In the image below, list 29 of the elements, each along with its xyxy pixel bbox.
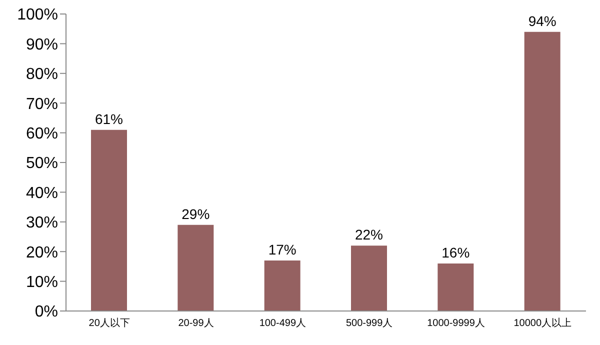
y-tick-label: 40% <box>26 184 58 202</box>
data-label: 61% <box>94 110 124 127</box>
y-tick-label: 30% <box>26 214 58 232</box>
x-tick-label: 100-499人 <box>259 318 306 330</box>
y-tick-label: 80% <box>26 66 58 84</box>
x-tick-label: 1000-9999人 <box>427 318 485 330</box>
x-tick-label: 500-999人 <box>346 318 393 330</box>
y-tick-label: 20% <box>26 244 58 262</box>
x-tick-label: 20-99人 <box>178 318 214 330</box>
bar <box>351 246 387 311</box>
y-tick-label: 60% <box>26 125 58 142</box>
bar <box>178 224 214 311</box>
x-tick-label: 20人以下 <box>88 317 130 330</box>
data-label: 94% <box>528 12 556 29</box>
y-tick-label: 0% <box>34 304 58 321</box>
data-label: 16% <box>442 244 470 260</box>
x-tick-label: 10000人以上 <box>514 317 572 330</box>
y-tick-label: 90% <box>26 36 58 54</box>
bar <box>91 130 127 311</box>
data-label: 17% <box>268 242 296 258</box>
y-tick-label: 10% <box>26 274 58 291</box>
y-tick-label: 100% <box>17 6 58 24</box>
data-label: 22% <box>354 226 384 243</box>
y-tick-label: 50% <box>26 155 58 172</box>
data-label: 29% <box>182 206 210 222</box>
bar <box>438 263 474 311</box>
bar <box>524 32 560 311</box>
y-tick-label: 70% <box>26 96 58 113</box>
bar <box>264 260 300 311</box>
